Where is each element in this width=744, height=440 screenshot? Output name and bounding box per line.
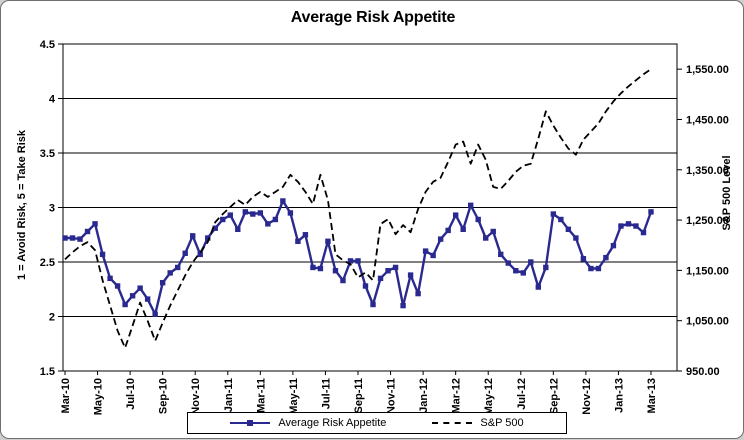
- legend-item-risk-appetite: Average Risk Appetite: [230, 417, 386, 429]
- svg-text:Jul-12: Jul-12: [516, 378, 528, 410]
- svg-text:1,250.00: 1,250.00: [686, 215, 729, 227]
- svg-text:3: 3: [49, 203, 55, 215]
- svg-text:1,350.00: 1,350.00: [686, 165, 729, 177]
- svg-text:1,050.00: 1,050.00: [686, 316, 729, 328]
- svg-text:1.5: 1.5: [40, 366, 55, 378]
- svg-text:Jul-10: Jul-10: [125, 378, 137, 410]
- svg-text:Mar-12: Mar-12: [451, 378, 463, 413]
- svg-text:Mar-13: Mar-13: [646, 378, 658, 413]
- chart-title: Average Risk Appetite: [290, 9, 456, 26]
- legend-label-sp500: S&P 500: [480, 417, 524, 429]
- svg-text:May-10: May-10: [93, 378, 105, 415]
- svg-text:Jan-12: Jan-12: [418, 378, 430, 413]
- svg-text:3.5: 3.5: [40, 148, 55, 160]
- legend-label-risk-appetite: Average Risk Appetite: [278, 417, 387, 429]
- svg-text:4.5: 4.5: [40, 39, 55, 51]
- svg-text:Nov-11: Nov-11: [386, 378, 398, 414]
- svg-text:4: 4: [49, 94, 56, 106]
- svg-text:1,150.00: 1,150.00: [686, 265, 729, 277]
- svg-text:1,550.00: 1,550.00: [686, 64, 729, 76]
- svg-text:2: 2: [49, 312, 55, 324]
- svg-text:2.5: 2.5: [40, 257, 55, 269]
- right-axis-title: S&P 500 Level: [721, 155, 733, 231]
- legend: Average Risk Appetite S&P 500: [187, 412, 567, 434]
- svg-text:Sep-11: Sep-11: [353, 378, 365, 413]
- svg-text:Jan-13: Jan-13: [613, 378, 625, 413]
- svg-text:May-11: May-11: [288, 378, 300, 415]
- svg-text:Jan-11: Jan-11: [223, 378, 235, 412]
- svg-text:Mar-11: Mar-11: [255, 378, 267, 413]
- legend-item-sp500: S&P 500: [432, 417, 524, 429]
- svg-text:1,450.00: 1,450.00: [686, 114, 729, 126]
- svg-text:Sep-12: Sep-12: [548, 378, 560, 414]
- svg-text:Sep-10: Sep-10: [158, 378, 170, 414]
- sp500-dashed-swatch: [432, 422, 473, 424]
- svg-text:Jul-11: Jul-11: [320, 378, 332, 409]
- svg-text:Nov-12: Nov-12: [581, 378, 593, 415]
- risk-appetite-line-swatch: [230, 420, 271, 426]
- svg-text:Nov-10: Nov-10: [190, 378, 202, 415]
- svg-text:May-12: May-12: [483, 378, 495, 415]
- svg-text:950.00: 950.00: [686, 366, 720, 378]
- left-axis-title: 1 = Avoid Risk, 5 = Take Risk: [16, 130, 28, 280]
- svg-text:Mar-10: Mar-10: [60, 378, 72, 413]
